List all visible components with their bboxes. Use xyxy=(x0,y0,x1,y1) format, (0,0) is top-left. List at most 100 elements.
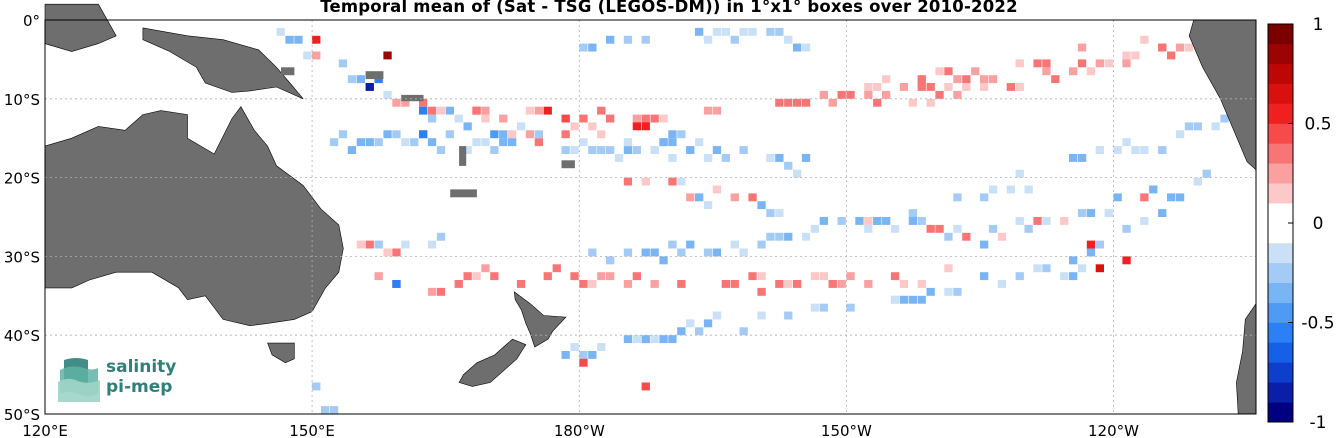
colorbar-swatch xyxy=(1268,322,1293,343)
difference-cell xyxy=(606,272,615,281)
difference-cell xyxy=(597,106,606,115)
difference-cell xyxy=(695,327,704,336)
difference-cell xyxy=(516,122,526,131)
difference-cell xyxy=(695,138,704,147)
difference-cell xyxy=(828,98,837,107)
difference-cell xyxy=(668,130,677,139)
difference-cell xyxy=(908,98,917,107)
difference-cell xyxy=(953,75,962,84)
difference-cell xyxy=(1015,59,1024,68)
difference-cell xyxy=(801,232,811,241)
difference-cell xyxy=(419,106,428,115)
difference-cell xyxy=(1042,264,1051,273)
difference-cell xyxy=(650,280,659,288)
difference-cell xyxy=(463,146,472,154)
difference-cell xyxy=(810,303,820,312)
difference-cell xyxy=(401,138,410,147)
difference-cell xyxy=(1122,51,1131,60)
difference-cell xyxy=(374,138,383,147)
australia-land xyxy=(44,106,344,327)
difference-cell xyxy=(436,232,446,241)
difference-cell xyxy=(1193,177,1202,186)
difference-cell xyxy=(1184,122,1194,131)
difference-cell xyxy=(703,154,713,162)
difference-cell xyxy=(1158,209,1167,217)
difference-cell xyxy=(383,51,392,60)
colorbar-label: 0 xyxy=(1313,214,1324,234)
difference-cell xyxy=(980,193,989,202)
difference-cell xyxy=(472,272,481,281)
difference-cell xyxy=(882,90,891,99)
difference-cell xyxy=(1069,154,1078,162)
colorbar-swatch xyxy=(1268,282,1293,303)
difference-cell xyxy=(463,122,472,131)
difference-cell xyxy=(908,217,917,225)
difference-cell xyxy=(588,146,597,154)
lon-tick-label: 120°W xyxy=(1088,422,1139,438)
difference-cell xyxy=(623,138,633,147)
difference-cell xyxy=(401,98,410,107)
new-zealand-north-island xyxy=(513,291,567,348)
difference-cell xyxy=(953,287,962,296)
difference-cell xyxy=(1024,185,1033,194)
difference-cell xyxy=(935,67,944,76)
difference-cell xyxy=(579,351,588,359)
difference-cell xyxy=(721,27,730,36)
difference-cell xyxy=(739,327,748,336)
difference-cell xyxy=(508,138,517,147)
south-america-north-land xyxy=(1188,19,1257,171)
difference-cell xyxy=(1104,209,1113,217)
difference-cell xyxy=(641,177,650,186)
difference-cell xyxy=(570,272,579,281)
colorbar-swatch xyxy=(1268,242,1293,264)
difference-cell xyxy=(917,295,926,304)
difference-cell xyxy=(962,232,971,241)
indonesia-land xyxy=(44,3,117,52)
difference-cell xyxy=(668,177,677,186)
lat-tick-label: 10°S xyxy=(4,91,40,109)
difference-cell xyxy=(303,51,312,60)
colorbar-swatch xyxy=(1268,302,1293,323)
difference-cell xyxy=(757,311,766,320)
difference-cell xyxy=(784,232,793,241)
difference-cell xyxy=(784,98,793,107)
difference-cell xyxy=(819,217,828,225)
difference-cell xyxy=(641,248,650,257)
difference-cell xyxy=(686,319,695,328)
difference-cell xyxy=(962,83,971,91)
difference-cell xyxy=(579,114,588,123)
difference-cell xyxy=(668,335,677,344)
difference-cell xyxy=(703,201,713,210)
difference-cell xyxy=(1015,272,1024,281)
difference-cell xyxy=(499,138,508,147)
difference-cell xyxy=(890,224,900,233)
difference-cell xyxy=(1122,256,1131,265)
difference-cell xyxy=(1095,240,1104,249)
lon-tick-label: 180°W xyxy=(554,422,605,438)
difference-cell xyxy=(445,130,454,139)
difference-cell xyxy=(481,264,490,273)
difference-cell xyxy=(926,98,935,107)
difference-cell xyxy=(721,280,730,288)
difference-cell xyxy=(427,114,437,123)
difference-cell xyxy=(499,114,508,123)
lat-tick-label: 20°S xyxy=(4,170,40,188)
difference-cell xyxy=(801,98,811,107)
difference-cell xyxy=(748,272,757,281)
difference-cell xyxy=(917,83,926,91)
difference-cell xyxy=(1122,59,1131,68)
difference-cell xyxy=(650,114,659,123)
difference-cell xyxy=(641,335,650,344)
difference-cell xyxy=(1095,264,1104,273)
difference-cell xyxy=(329,406,339,414)
difference-cell xyxy=(730,280,739,288)
difference-cell xyxy=(1077,59,1087,68)
difference-cell xyxy=(606,146,615,154)
difference-cell xyxy=(623,35,633,44)
difference-cell xyxy=(980,83,989,91)
difference-cell xyxy=(436,146,446,154)
difference-cell xyxy=(1158,43,1167,52)
difference-cell xyxy=(1193,122,1202,131)
difference-cell xyxy=(543,272,552,281)
difference-cell xyxy=(329,138,339,147)
